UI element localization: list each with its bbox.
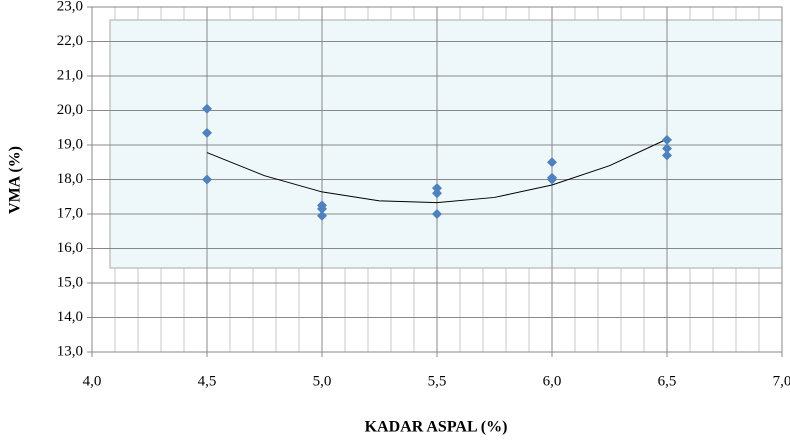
x-tick-label: 7,0 [773,373,790,389]
plot-shade [109,19,783,269]
x-tick-label: 6,0 [543,373,562,389]
data-point [317,210,327,221]
y-tick-label: 19,0 [57,136,83,152]
x-tick-label: 4,0 [83,373,102,389]
y-tick-label: 18,0 [57,171,83,187]
y-tick-label: 23,0 [57,0,83,14]
data-point [662,134,672,145]
y-tick-label: 22,0 [57,33,83,49]
y-tick-label: 16,0 [57,240,83,256]
y-tick-label: 20,0 [57,102,83,118]
data-point [432,183,442,194]
x-tick-label: 6,5 [658,373,677,389]
trend-line [206,138,668,204]
data-point [202,103,212,114]
data-point [202,127,212,138]
y-tick-label: 17,0 [57,205,83,221]
data-point [432,188,442,199]
data-point [547,174,557,185]
data-point [662,150,672,161]
y-tick-label: 14,0 [57,309,83,325]
plot-frame [91,6,783,353]
y-tick-label: 15,0 [57,274,83,290]
y-axis-title: VMA (%) [7,146,24,214]
x-tick-label: 5,0 [313,373,332,389]
data-point [547,157,557,168]
data-point [432,209,442,219]
x-tick-label: 5,5 [428,373,447,389]
data-point [317,203,327,214]
data-point [202,174,212,185]
y-tick-label: 13,0 [57,343,83,359]
x-axis-title: KADAR ASPAL (%) [365,419,508,436]
data-point [662,143,672,154]
x-tick-label: 4,5 [198,373,217,389]
y-tick-label: 21,0 [57,67,83,83]
